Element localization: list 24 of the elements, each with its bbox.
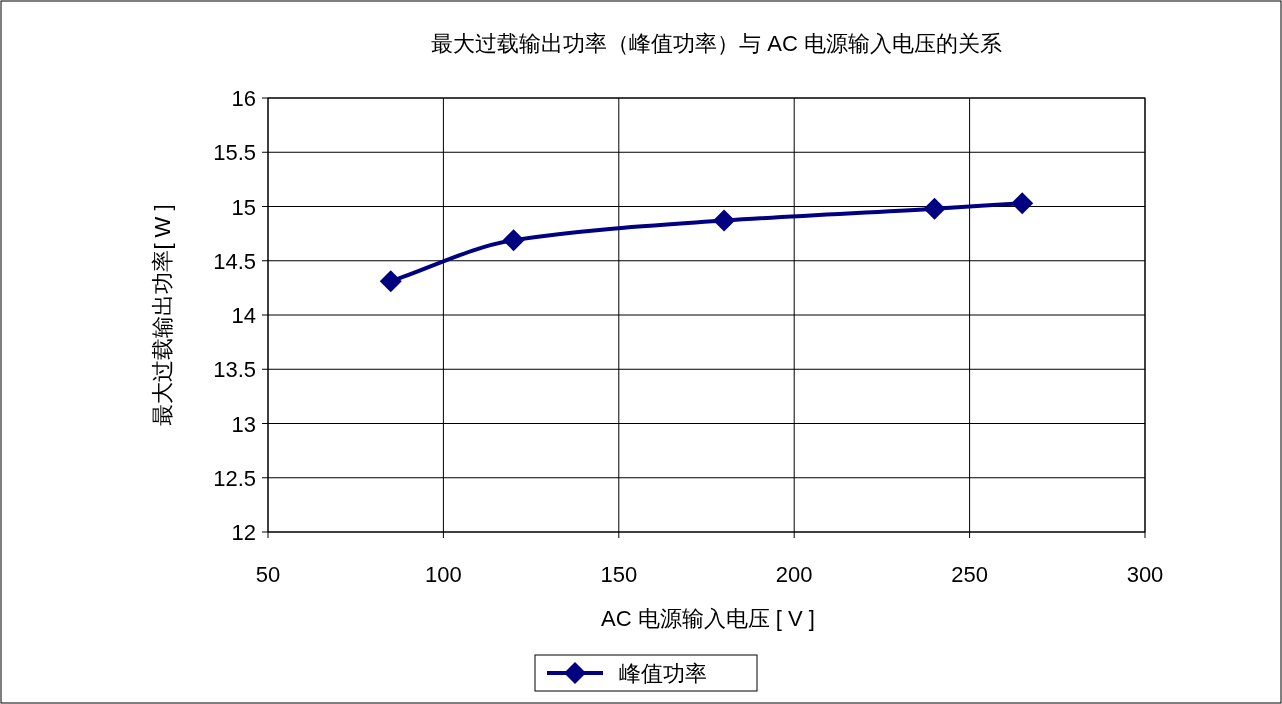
y-tick-label: 12 (231, 520, 256, 545)
point (923, 197, 946, 220)
point (502, 229, 525, 252)
x-tick-label: 100 (425, 562, 462, 587)
y-tick-label: 13 (231, 411, 256, 437)
x-tick-label: 250 (951, 562, 988, 587)
x-axis-title: AC 电源输入电压 [ V ] (601, 606, 815, 631)
y-tick-label: 14.5 (213, 248, 256, 274)
x-tick-label: 300 (1126, 562, 1164, 587)
x-tick-label: 50 (255, 562, 281, 587)
point (713, 209, 736, 232)
y-tick-label: 15.5 (213, 140, 256, 166)
y-axis-title: 最大过载输出功率[ W ] (150, 204, 175, 426)
x-tick-label: 150 (600, 562, 638, 587)
point (379, 270, 402, 293)
x-tick-label: 200 (775, 562, 813, 587)
y-tick-label: 16 (231, 86, 256, 111)
y-tick-label: 13.5 (213, 357, 256, 383)
y-tick-label: 14 (231, 303, 256, 328)
chart-title: 最大过载输出功率（峰值功率）与 AC 电源输入电压的关系 (431, 31, 1002, 56)
point (1011, 192, 1034, 215)
legend-label: 峰值功率 (619, 661, 707, 686)
y-tick-label: 12.5 (213, 465, 256, 491)
y-tick-label: 15 (231, 194, 256, 220)
